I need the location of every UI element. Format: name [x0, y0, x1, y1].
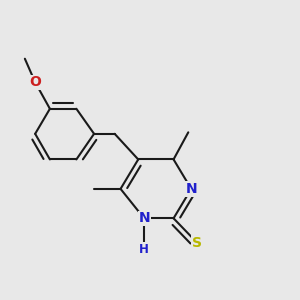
Text: H: H — [139, 243, 149, 256]
Text: N: N — [185, 182, 197, 196]
Text: O: O — [29, 75, 41, 89]
Text: N: N — [138, 211, 150, 225]
Text: S: S — [192, 236, 202, 250]
